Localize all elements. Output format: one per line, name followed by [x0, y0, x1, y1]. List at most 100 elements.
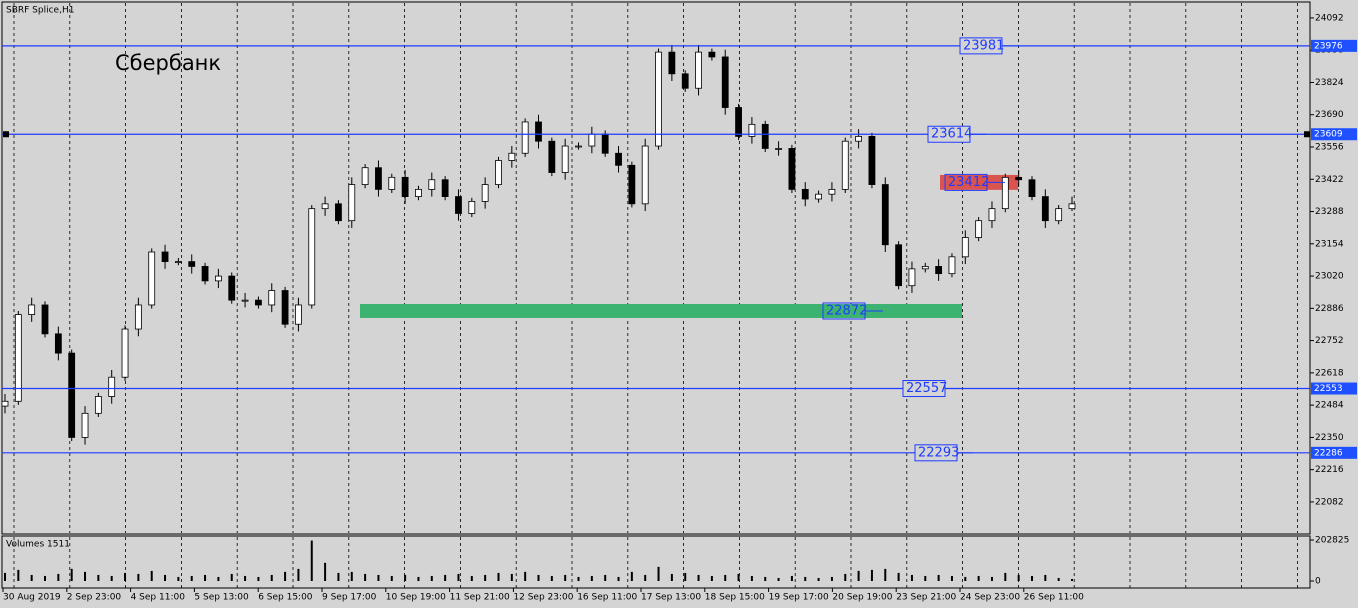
candle-body: [641, 145, 649, 205]
candle-body: [308, 208, 316, 306]
axis-price-label: 23609: [1314, 130, 1343, 140]
candle-body: [94, 396, 102, 414]
candle-body: [148, 251, 156, 306]
candle-body: [321, 203, 329, 210]
candle-body: [788, 148, 796, 190]
level-label: 22293: [918, 445, 959, 460]
candle-body: [121, 328, 129, 378]
x-tick-label: 16 Sep 11:00: [577, 593, 637, 603]
candle-body: [921, 266, 929, 270]
candle-body: [695, 51, 702, 89]
y-tick-label: 22350: [1315, 433, 1344, 443]
candle-body: [841, 140, 849, 190]
x-tick-label: 19 Sep 17:00: [769, 593, 829, 603]
candle-body: [1041, 196, 1049, 222]
candle-body: [428, 179, 436, 190]
annotation: Сбербанк: [115, 51, 221, 75]
level-label: 23981: [963, 38, 1004, 53]
candle-body: [508, 152, 516, 161]
level-label: 22557: [906, 381, 947, 396]
candle-body: [1028, 179, 1036, 198]
x-tick-label: 6 Sep 15:00: [258, 593, 313, 603]
candle-body: [361, 167, 369, 185]
candle-body: [908, 268, 916, 287]
axis-price-label: 22553: [1314, 384, 1343, 394]
candle-body: [521, 121, 529, 154]
axis-price-label: 22286: [1314, 448, 1343, 458]
handle: [1304, 131, 1310, 138]
candle-body: [588, 133, 596, 147]
zone: [360, 303, 962, 318]
candle-body: [775, 148, 782, 150]
candle-body: [868, 136, 876, 185]
x-tick-label: 18 Sep 15:00: [705, 593, 765, 603]
candle-body: [801, 188, 809, 200]
candle-body: [1068, 203, 1076, 210]
handle: [3, 131, 9, 138]
candle-body: [255, 299, 262, 306]
candle-body: [1015, 176, 1023, 181]
candle-body: [81, 412, 89, 438]
x-tick-label: 11 Sep 21:00: [450, 593, 510, 603]
candle-body: [748, 123, 756, 137]
candle-body: [948, 256, 956, 275]
candle-body: [828, 188, 836, 195]
candle-body: [455, 196, 462, 214]
candle-body: [468, 201, 476, 214]
y-tick-label: 23288: [1315, 207, 1344, 217]
candle-body: [54, 333, 62, 354]
x-tick-label: 4 Sep 11:00: [131, 593, 186, 603]
candle-body: [761, 123, 769, 149]
x-tick-label: 12 Sep 23:00: [513, 593, 573, 603]
y-tick-label: 22082: [1315, 497, 1344, 507]
zone-label: 23412: [948, 175, 989, 190]
candle-body: [975, 220, 983, 238]
axis-price-label: 23976: [1314, 41, 1343, 51]
y-tick-label: 202825: [1315, 535, 1349, 545]
y-tick-label: 23556: [1315, 142, 1344, 152]
candle-body: [721, 56, 729, 108]
x-tick-label: 23 Sep 21:00: [896, 593, 956, 603]
y-tick-label: 23422: [1315, 175, 1344, 185]
y-tick-label: 22216: [1315, 465, 1344, 475]
candle-body: [601, 133, 609, 154]
x-tick-label: 9 Sep 17:00: [322, 593, 377, 603]
x-tick-label: 26 Sep 11:00: [1024, 593, 1084, 603]
x-tick-label: 17 Sep 13:00: [641, 593, 701, 603]
candle-body: [1001, 176, 1009, 210]
candle-body: [348, 184, 356, 222]
candle-body: [134, 304, 142, 330]
y-tick-label: 0: [1315, 576, 1321, 586]
candle-body: [441, 179, 449, 198]
axis-price-bg: [1311, 382, 1357, 395]
x-tick-label: 20 Sep 19:00: [832, 593, 892, 603]
candle-body: [401, 176, 409, 198]
candle-body: [561, 145, 569, 173]
y-tick-label: 24092: [1315, 13, 1344, 23]
candle-body: [535, 121, 542, 142]
candle-body: [681, 73, 689, 89]
candle-body: [615, 152, 622, 166]
candle-body: [895, 244, 903, 287]
x-tick-label: 5 Sep 13:00: [194, 593, 249, 603]
candle-body: [41, 304, 49, 335]
y-tick-label: 23154: [1315, 239, 1344, 249]
y-tick-label: 23824: [1315, 78, 1344, 88]
y-tick-label: 23690: [1315, 110, 1344, 120]
candle-body: [708, 51, 716, 58]
candle-body: [575, 145, 582, 148]
x-tick-label: 2 Sep 23:00: [67, 593, 122, 603]
candle-body: [188, 261, 196, 267]
candle-body: [241, 299, 249, 302]
axis-price-bg: [1311, 39, 1357, 52]
candle-body: [174, 261, 182, 264]
candle-body: [815, 193, 822, 200]
candle-body: [335, 203, 342, 222]
x-tick-label: 24 Sep 23:00: [960, 593, 1020, 603]
candle-body: [1055, 208, 1063, 222]
candle-body: [655, 51, 662, 147]
candle-body: [388, 176, 396, 190]
candle-body: [295, 304, 302, 325]
